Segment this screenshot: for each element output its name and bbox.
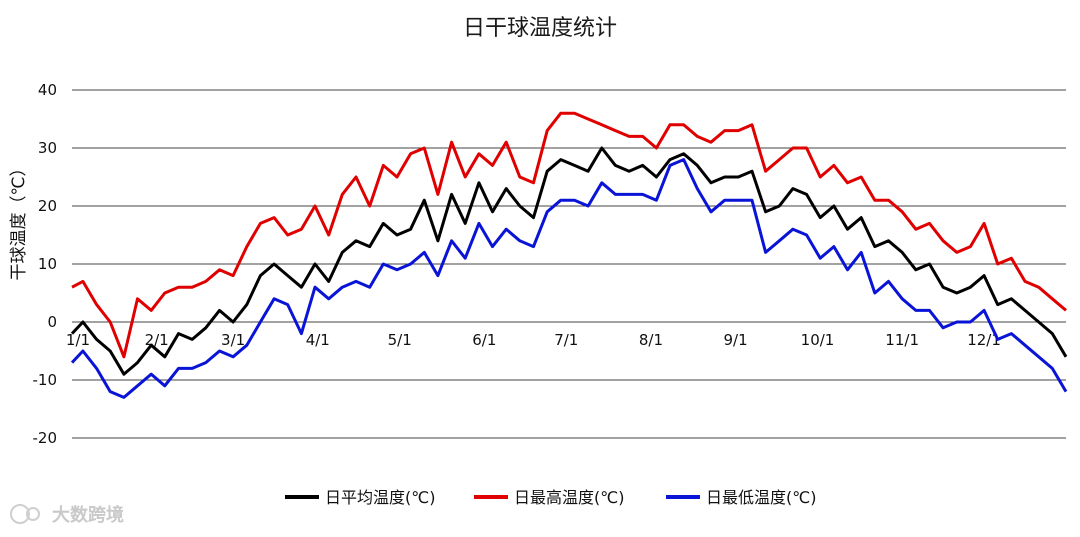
x-tick-label: 11/1 — [885, 331, 919, 349]
y-tick-label: 0 — [47, 313, 57, 331]
x-tick-label: 6/1 — [472, 331, 496, 349]
y-tick-label: 10 — [38, 255, 57, 273]
legend-label: 日平均温度(℃) — [325, 488, 435, 507]
chart-title: 日干球温度统计 — [462, 16, 617, 41]
gridlines — [72, 89, 1066, 439]
y-tick-label: 30 — [38, 139, 57, 157]
legend: 日平均温度(℃) 日最高温度(℃) 日最低温度(℃) — [285, 488, 816, 507]
y-tick-label: -10 — [33, 371, 58, 389]
x-tick-label: 2/1 — [145, 331, 169, 349]
y-axis-label: 干球温度（℃） — [9, 159, 29, 280]
legend-label: 日最高温度(℃) — [514, 488, 624, 507]
series-line-min — [70, 158, 1068, 399]
x-tick-label: 12/1 — [967, 331, 1001, 349]
x-tick-label: 10/1 — [801, 331, 835, 349]
x-tick-label: 3/1 — [221, 331, 245, 349]
x-axis-ticks: 1/1 2/1 3/1 4/1 5/1 6/1 7/1 8/1 9/1 10/1 11/1 12/1 — [66, 331, 1001, 349]
watermark-text: 大数跨境 — [52, 504, 124, 526]
y-tick-label: 20 — [38, 197, 57, 215]
watermark: 大数跨境 — [10, 504, 124, 526]
series-line-max — [71, 111, 1067, 359]
x-tick-label: 1/1 — [66, 331, 90, 349]
y-axis-ticks: 40 30 20 10 0 -10 -20 — [33, 81, 58, 447]
x-tick-label: 9/1 — [724, 331, 748, 349]
y-tick-label: 40 — [38, 81, 57, 99]
x-tick-label: 4/1 — [306, 331, 330, 349]
legend-label: 日最低温度(℃) — [706, 488, 816, 507]
series-lines — [70, 111, 1068, 399]
x-tick-label: 7/1 — [554, 331, 578, 349]
x-tick-label: 8/1 — [639, 331, 663, 349]
x-tick-label: 5/1 — [388, 331, 412, 349]
y-tick-label: -20 — [33, 429, 58, 447]
series-line-average — [70, 146, 1068, 376]
